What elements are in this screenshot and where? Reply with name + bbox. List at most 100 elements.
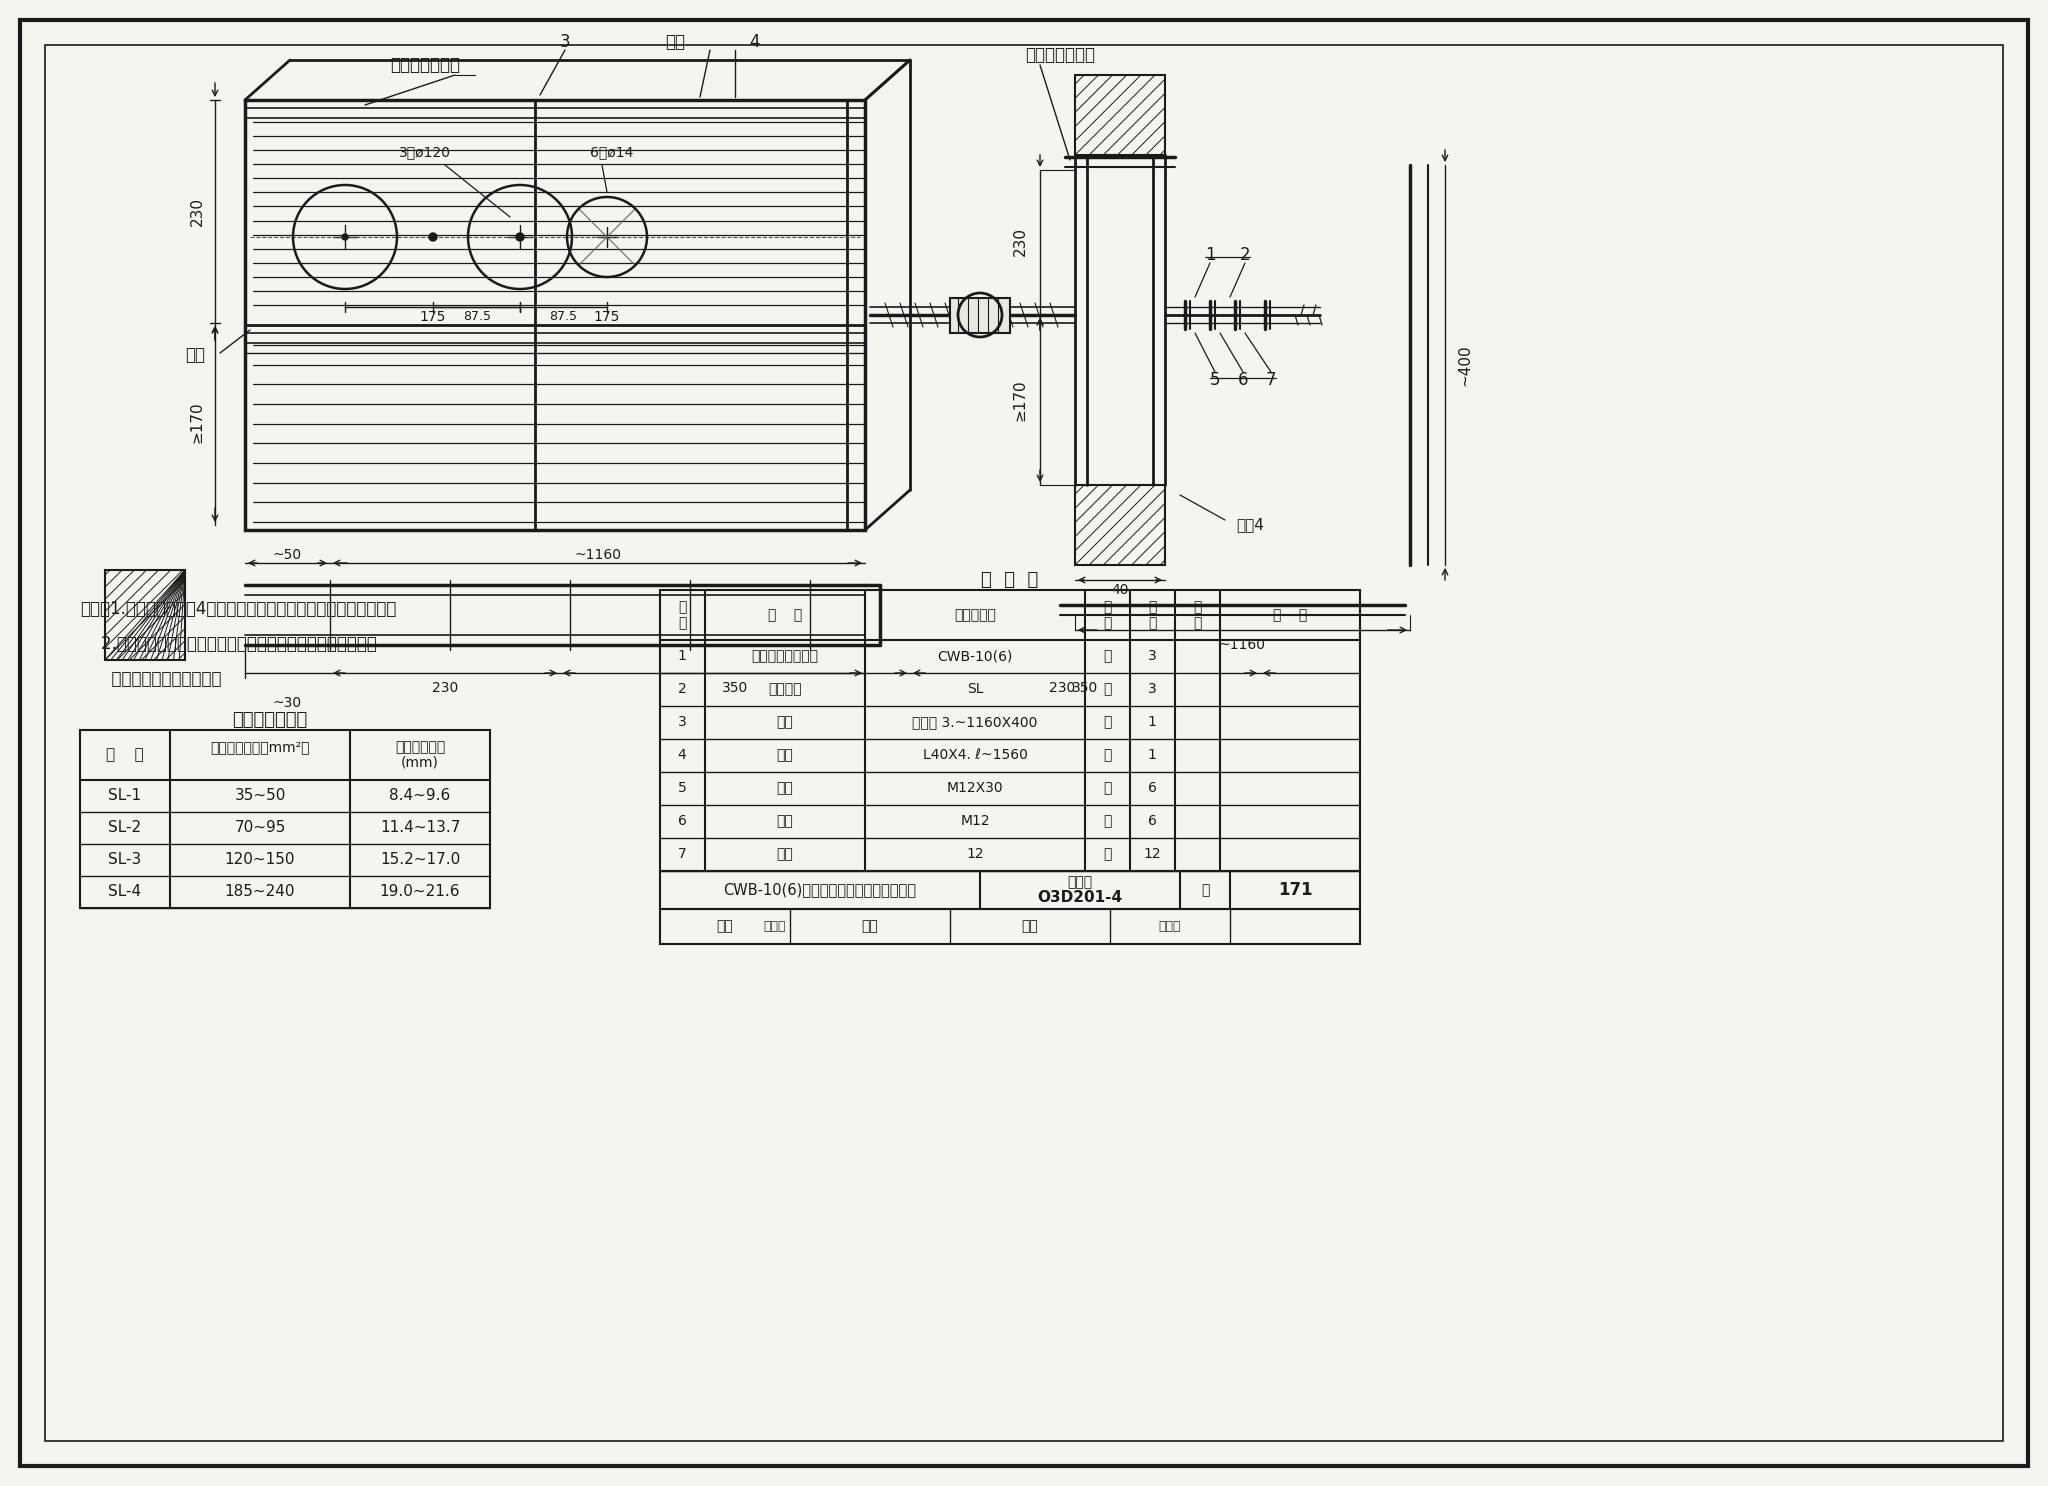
Text: 页
次: 页 次 xyxy=(1192,600,1202,630)
Text: M12: M12 xyxy=(961,814,989,828)
Text: ~30: ~30 xyxy=(272,695,301,710)
Bar xyxy=(1075,74,1165,155)
Text: 钢板: 钢板 xyxy=(776,715,793,730)
Text: 个: 个 xyxy=(1102,782,1112,795)
Text: 35~50: 35~50 xyxy=(233,789,285,804)
Text: 螺栓: 螺栓 xyxy=(776,782,793,795)
Bar xyxy=(80,730,489,908)
Circle shape xyxy=(342,233,348,241)
Circle shape xyxy=(428,233,436,241)
Text: 个: 个 xyxy=(1102,682,1112,695)
Text: 5: 5 xyxy=(1210,372,1221,389)
Text: 个: 个 xyxy=(1102,847,1112,860)
Text: 明  细  表: 明 细 表 xyxy=(981,571,1038,588)
Text: 1: 1 xyxy=(1147,715,1157,730)
Text: 校对: 校对 xyxy=(862,918,879,933)
Text: 7: 7 xyxy=(1266,372,1276,389)
Text: 1: 1 xyxy=(678,649,686,663)
Text: 15.2~17.0: 15.2~17.0 xyxy=(379,853,461,868)
Text: ≥170: ≥170 xyxy=(1012,379,1028,421)
Text: 1: 1 xyxy=(1204,247,1214,265)
Text: 个: 个 xyxy=(1102,649,1112,663)
Text: 3: 3 xyxy=(559,33,569,51)
Bar xyxy=(246,100,864,531)
Text: 87.5: 87.5 xyxy=(549,311,578,324)
Text: 焊接: 焊接 xyxy=(184,346,205,364)
Text: 2.百叶窗钢框的结构仅为示例，施工时应根据百叶窗的具体结: 2.百叶窗钢框的结构仅为示例，施工时应根据百叶窗的具体结 xyxy=(80,635,377,652)
Text: 数
量: 数 量 xyxy=(1147,600,1157,630)
Text: 焊接: 焊接 xyxy=(666,33,684,51)
Text: M12X30: M12X30 xyxy=(946,782,1004,795)
Text: 型号及规格: 型号及规格 xyxy=(954,608,995,623)
Text: 单
位: 单 位 xyxy=(1102,600,1112,630)
Text: 6孔ø14: 6孔ø14 xyxy=(590,146,633,159)
Text: (mm): (mm) xyxy=(401,756,438,770)
Text: ~1160: ~1160 xyxy=(1219,637,1266,652)
Text: 钢板厚 3.~1160X400: 钢板厚 3.~1160X400 xyxy=(911,715,1038,730)
Text: 审核: 审核 xyxy=(717,918,733,933)
Text: 设备线夹选择表: 设备线夹选择表 xyxy=(231,710,307,730)
Text: 230: 230 xyxy=(1012,227,1028,257)
Text: 块: 块 xyxy=(1102,715,1112,730)
Text: ~50: ~50 xyxy=(272,548,301,562)
Text: 70~95: 70~95 xyxy=(233,820,285,835)
Bar xyxy=(659,871,1360,909)
Text: 12: 12 xyxy=(1143,847,1161,860)
Text: 8.4~9.6: 8.4~9.6 xyxy=(389,789,451,804)
Text: L40X4. ℓ~1560: L40X4. ℓ~1560 xyxy=(922,747,1028,762)
Text: 3: 3 xyxy=(1147,649,1157,663)
Text: 3: 3 xyxy=(678,715,686,730)
Text: 175: 175 xyxy=(594,311,621,324)
Text: 185~240: 185~240 xyxy=(225,884,295,899)
Text: 页: 页 xyxy=(1200,883,1208,898)
Text: 11.4~13.7: 11.4~13.7 xyxy=(379,820,461,835)
Text: 230: 230 xyxy=(1049,681,1075,695)
Text: 个: 个 xyxy=(1102,814,1112,828)
Text: 百叶窗的钢窗框: 百叶窗的钢窗框 xyxy=(1024,46,1096,64)
Text: 构情况，进行框架安装。: 构情况，进行框架安装。 xyxy=(80,670,221,688)
Text: 6: 6 xyxy=(1147,782,1157,795)
Text: 说明：1.框架角钢（零件4）与百叶窗之间的连接，采用沿周边焊接。: 说明：1.框架角钢（零件4）与百叶窗之间的连接，采用沿周边焊接。 xyxy=(80,600,397,618)
Text: 2: 2 xyxy=(678,682,686,695)
Text: 零件4: 零件4 xyxy=(1237,517,1264,532)
Circle shape xyxy=(516,233,524,241)
Text: 40: 40 xyxy=(1112,583,1128,597)
Text: 设计: 设计 xyxy=(1022,918,1038,933)
Text: 户外导体穿墙套管: 户外导体穿墙套管 xyxy=(752,649,819,663)
Text: 1: 1 xyxy=(1147,747,1157,762)
Text: 图集号: 图集号 xyxy=(1067,875,1092,889)
Text: SL: SL xyxy=(967,682,983,695)
Text: 百叶窗的钢窗框: 百叶窗的钢窗框 xyxy=(389,56,461,74)
Circle shape xyxy=(516,233,522,241)
Bar xyxy=(104,571,184,660)
Text: 适用导线截面（mm²）: 适用导线截面（mm²） xyxy=(211,740,309,753)
Text: CWB-10(6)户外穿墙套管在百叶窗上安装: CWB-10(6)户外穿墙套管在百叶窗上安装 xyxy=(723,883,918,898)
Text: 6: 6 xyxy=(1237,372,1247,389)
Text: 3: 3 xyxy=(1147,682,1157,695)
Text: 87.5: 87.5 xyxy=(463,311,492,324)
Text: 编
号: 编 号 xyxy=(678,600,686,630)
Text: 230: 230 xyxy=(190,198,205,226)
Text: 12: 12 xyxy=(967,847,983,860)
Text: 7: 7 xyxy=(678,847,686,860)
Bar xyxy=(950,299,1010,333)
Text: 4: 4 xyxy=(678,747,686,762)
Text: 导线直径范围: 导线直径范围 xyxy=(395,740,444,753)
Text: ≥170: ≥170 xyxy=(190,401,205,443)
Text: CWB-10(6): CWB-10(6) xyxy=(938,649,1012,663)
Text: 设备线夹: 设备线夹 xyxy=(768,682,801,695)
Bar xyxy=(659,590,1360,871)
Bar xyxy=(659,909,1360,944)
Text: 350: 350 xyxy=(721,681,748,695)
Text: 型    号: 型 号 xyxy=(106,747,143,762)
Text: 19.0~21.6: 19.0~21.6 xyxy=(379,884,461,899)
Text: SL-4: SL-4 xyxy=(109,884,141,899)
Text: 根: 根 xyxy=(1102,747,1112,762)
Text: ~1160: ~1160 xyxy=(573,548,621,562)
Text: ~400: ~400 xyxy=(1458,345,1473,386)
Text: 备    注: 备 注 xyxy=(1274,608,1307,623)
Text: 3孔ø120: 3孔ø120 xyxy=(399,146,451,159)
Text: 垫圈: 垫圈 xyxy=(776,847,793,860)
Text: 框架: 框架 xyxy=(776,747,793,762)
Text: 5: 5 xyxy=(678,782,686,795)
